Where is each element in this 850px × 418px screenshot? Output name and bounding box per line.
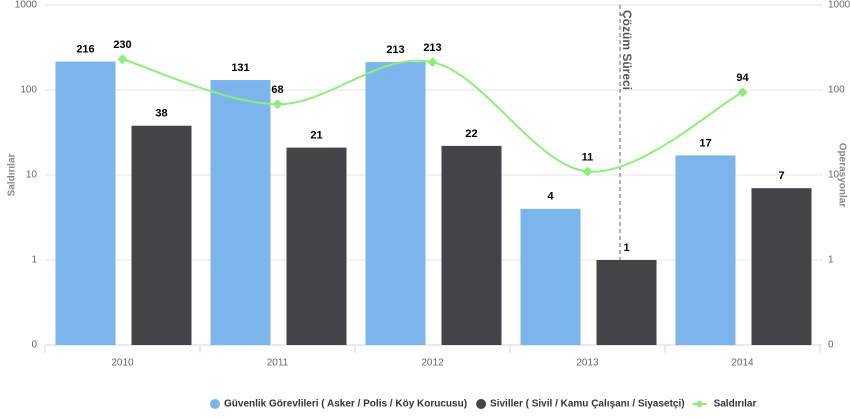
data-label: 38 [155,108,167,120]
data-label: 1 [623,242,629,254]
data-label: 17 [699,137,711,149]
y-tick-label: 100 [20,85,37,96]
y-tick-label: 1 [31,255,37,266]
y2-tick-label: 1 [828,255,834,266]
line-marker [582,166,593,177]
y-tick-label: 0 [31,340,37,351]
legend-label: Saldırılar [714,399,757,410]
data-label: 7 [778,170,784,182]
data-label: 213 [386,44,404,56]
x-tick-label: 2014 [731,358,754,369]
legend-symbol [210,399,220,409]
line-marker [737,87,748,98]
y-tick-label: 10 [26,170,38,181]
data-label: 216 [76,43,94,55]
data-label: 213 [423,42,441,54]
annotation-text: Çözüm Süreci [620,10,634,90]
x-tick-label: 2011 [267,358,289,369]
data-label: 21 [310,130,322,142]
bar [286,147,347,345]
y2-axis-title: Operasyonlar [836,143,847,208]
line-marker [117,54,128,65]
legend-label: Siviller ( Sivil / Kamu Çalışanı / Siyas… [490,399,685,410]
legend-label: Güvenlik Görevlileri ( Asker / Polis / K… [224,399,467,410]
data-label: 131 [231,62,249,74]
data-label: 4 [547,191,554,203]
y-tick-label: 1000 [15,0,38,11]
bar [675,155,736,345]
data-label: 11 [582,151,594,163]
x-tick-label: 2012 [421,358,444,369]
x-tick-label: 2010 [111,358,134,369]
line-marker [427,57,438,68]
legend-symbol [476,399,487,409]
data-label: 94 [736,72,749,84]
y2-tick-label: 10 [828,170,840,181]
y-axis-title: Saldırılar [7,154,18,197]
x-tick-label: 2013 [576,358,599,369]
bar [55,61,116,345]
data-label: 68 [271,84,283,96]
bar [131,125,192,346]
bar [520,208,581,345]
bar [596,260,657,345]
line-marker [272,99,283,110]
legend-symbol [695,400,704,408]
y2-tick-label: 1000 [828,0,850,11]
y2-tick-label: 100 [828,85,845,96]
bar [751,188,812,345]
bar [441,145,502,345]
bar [365,62,426,345]
bar [210,80,271,346]
data-label: 22 [465,128,477,140]
data-label: 230 [113,39,131,51]
y2-tick-label: 0 [828,340,834,351]
